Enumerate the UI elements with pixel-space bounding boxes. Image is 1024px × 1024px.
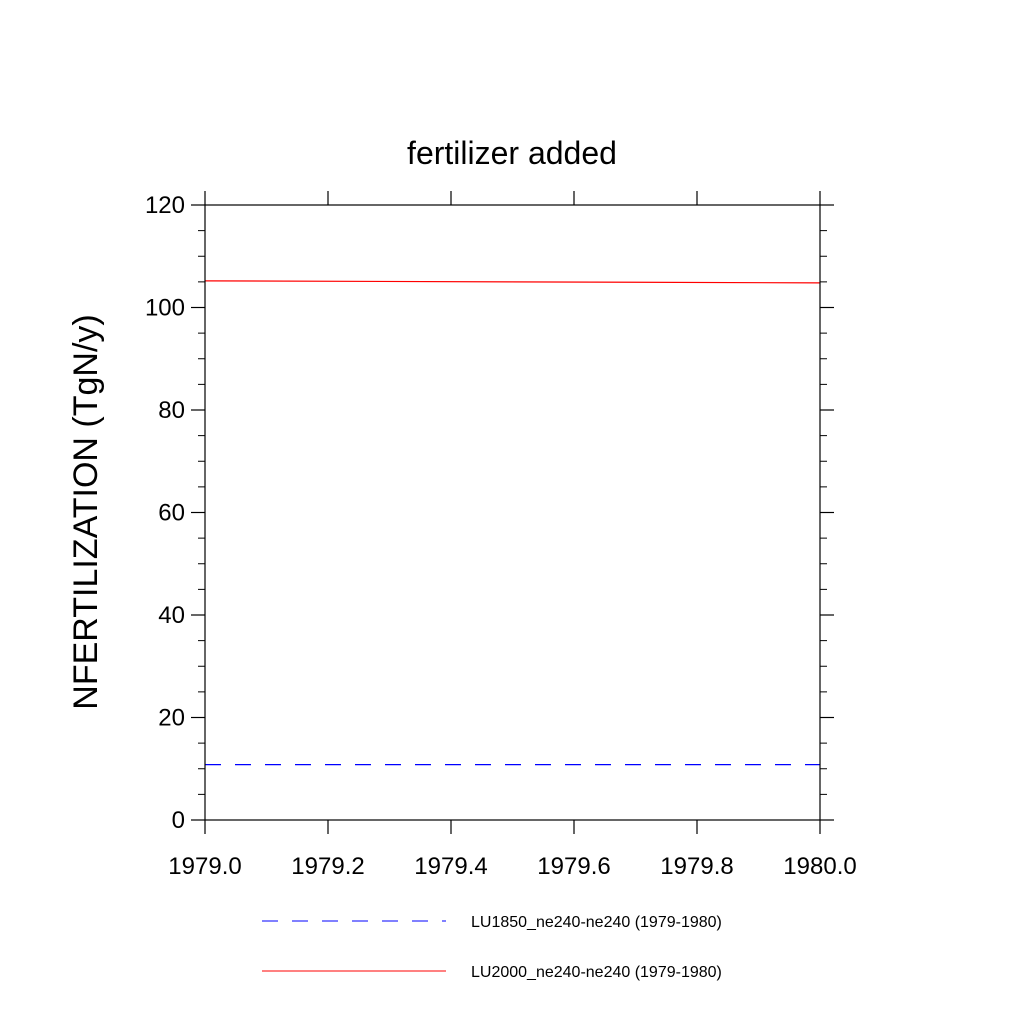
- series-lines: [204, 280, 821, 766]
- y-tick-label: 60: [158, 500, 185, 527]
- x-tick-label: 1979.6: [537, 853, 610, 880]
- chart-title: fertilizer added: [407, 135, 617, 171]
- series-line-2: [204, 280, 821, 284]
- legend: LU1850_ne240-ne240 (1979-1980) LU2000_ne2…: [262, 914, 722, 981]
- y-tick-label: 20: [158, 705, 185, 732]
- x-tick-label: 1979.8: [660, 853, 733, 880]
- y-axis-label: NFERTILIZATION (TgN/y): [67, 314, 105, 709]
- y-axis-ticks: 0 20 40 60 80 100 120: [145, 192, 834, 834]
- y-tick-label: 120: [145, 192, 185, 219]
- x-tick-label: 1979.0: [168, 853, 241, 880]
- y-tick-label: 80: [158, 397, 185, 424]
- legend-label-1: LU1850_ne240-ne240 (1979-1980): [471, 914, 722, 931]
- x-axis-ticks: 1979.0 1979.2 1979.4 1979.6 1979.8 1980.0: [168, 191, 857, 880]
- y-tick-label: 40: [158, 602, 185, 629]
- y-tick-label: 100: [145, 295, 185, 322]
- y-tick-label: 0: [172, 807, 185, 834]
- plot-frame: [204, 204, 821, 821]
- x-tick-label: 1979.2: [291, 853, 364, 880]
- legend-label-2: LU2000_ne240-ne240 (1979-1980): [471, 964, 722, 981]
- x-tick-label: 1980.0: [783, 853, 856, 880]
- x-tick-label: 1979.4: [414, 853, 487, 880]
